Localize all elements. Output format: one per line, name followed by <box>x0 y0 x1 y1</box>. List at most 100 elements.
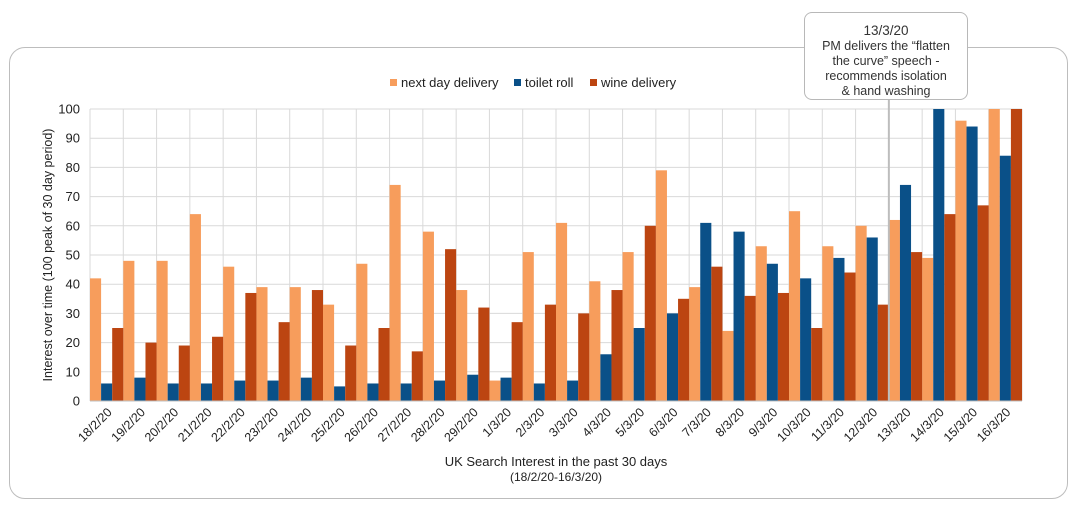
bar-wine-delivery <box>212 336 224 401</box>
x-tick-label: 24/2/20 <box>275 405 314 444</box>
x-tick-label: 14/3/20 <box>908 405 947 444</box>
bar-wine-delivery <box>844 272 856 401</box>
bar-wine-delivery <box>278 322 290 401</box>
legend-label: toilet roll <box>525 75 574 90</box>
bar-next-day-delivery <box>955 120 967 402</box>
bar-toilet-roll <box>666 313 679 401</box>
bar-wine-delivery <box>411 351 423 401</box>
x-tick-label: 5/3/20 <box>613 405 648 440</box>
bar-next-day-delivery <box>522 252 534 401</box>
bar-wine-delivery <box>911 252 923 401</box>
x-tick-label: 8/3/20 <box>713 405 748 440</box>
y-tick-label: 30 <box>66 306 80 321</box>
y-axis-label: Interest over time (100 peak of 30 day p… <box>41 129 55 382</box>
bar-next-day-delivery <box>156 260 168 401</box>
bar-toilet-roll <box>467 374 479 401</box>
bar-wine-delivery <box>445 249 457 401</box>
y-tick-label: 50 <box>66 248 80 263</box>
bar-toilet-roll <box>600 354 612 401</box>
bar-wine-delivery <box>112 328 124 401</box>
bar-wine-delivery <box>145 342 157 401</box>
y-tick-label: 0 <box>73 394 80 409</box>
bar-next-day-delivery <box>722 330 734 401</box>
bar-next-day-delivery <box>289 287 301 401</box>
x-tick-label: 25/2/20 <box>308 405 347 444</box>
x-tick-label: 10/3/20 <box>774 405 813 444</box>
bar-next-day-delivery <box>90 278 102 401</box>
bar-wine-delivery <box>311 290 323 401</box>
legend-swatch-toilet-roll <box>514 79 521 86</box>
bar-next-day-delivery <box>256 287 268 401</box>
bar-next-day-delivery <box>556 222 568 401</box>
bar-next-day-delivery <box>922 257 934 401</box>
y-tick-label: 80 <box>66 160 80 175</box>
bar-next-day-delivery <box>456 290 468 401</box>
bar-next-day-delivery <box>589 281 601 401</box>
x-tick-label: 4/3/20 <box>580 405 615 440</box>
bar-next-day-delivery <box>855 225 867 401</box>
bar-wine-delivery <box>478 307 490 401</box>
bar-wine-delivery <box>944 214 956 401</box>
y-tick-label: 20 <box>66 335 80 350</box>
bar-wine-delivery <box>345 345 357 401</box>
x-tick-label: 2/3/20 <box>513 405 548 440</box>
x-tick-label: 19/2/20 <box>109 405 148 444</box>
bar-toilet-roll <box>167 383 179 401</box>
bar-next-day-delivery <box>755 246 767 401</box>
bar-wine-delivery <box>744 295 756 401</box>
legend-swatch-wine-delivery <box>590 79 597 86</box>
bar-toilet-roll <box>999 155 1011 401</box>
y-tick-label: 90 <box>66 131 80 146</box>
bar-next-day-delivery <box>389 184 401 401</box>
x-tick-label: 20/2/20 <box>142 405 181 444</box>
bar-wine-delivery <box>877 304 889 401</box>
bar-toilet-roll <box>833 257 845 401</box>
x-tick-label: 18/2/20 <box>75 405 114 444</box>
bar-toilet-roll <box>200 383 213 401</box>
bar-wine-delivery <box>378 328 390 401</box>
bar-toilet-roll <box>567 380 579 401</box>
bar-next-day-delivery <box>689 287 701 401</box>
x-tick-label: 27/2/20 <box>375 405 414 444</box>
legend-label: next day delivery <box>401 75 499 90</box>
bar-toilet-roll <box>766 263 778 401</box>
bar-toilet-roll <box>433 380 446 401</box>
bar-wine-delivery <box>711 266 723 401</box>
bar-toilet-roll <box>367 383 379 401</box>
y-tick-label: 60 <box>66 218 80 233</box>
x-tick-label: 26/2/20 <box>342 405 381 444</box>
bar-toilet-roll <box>966 126 978 402</box>
bar-wine-delivery <box>678 298 690 401</box>
bar-toilet-roll <box>500 377 512 401</box>
bar-wine-delivery <box>178 345 190 401</box>
x-tick-label: 28/2/20 <box>408 405 447 444</box>
bar-wine-delivery <box>578 313 590 401</box>
bar-toilet-roll <box>933 109 945 401</box>
bar-toilet-roll <box>267 380 279 401</box>
y-tick-label: 40 <box>66 277 80 292</box>
bar-next-day-delivery <box>323 304 335 401</box>
y-tick-label: 70 <box>66 189 80 204</box>
bar-next-day-delivery <box>988 109 1000 401</box>
x-tick-label: 29/2/20 <box>442 405 481 444</box>
bar-next-day-delivery <box>422 231 434 401</box>
annotation-date: 13/3/20 <box>863 23 909 38</box>
legend-label: wine delivery <box>600 75 677 90</box>
bar-wine-delivery <box>811 328 823 401</box>
bar-toilet-roll <box>134 377 146 401</box>
bar-next-day-delivery <box>822 246 834 401</box>
x-tick-label: 13/3/20 <box>874 405 913 444</box>
y-tick-label: 100 <box>58 102 80 117</box>
x-tick-label: 16/3/20 <box>974 405 1013 444</box>
bar-next-day-delivery <box>888 219 900 401</box>
x-axis-label: UK Search Interest in the past 30 days <box>445 454 668 469</box>
bar-wine-delivery <box>245 292 257 401</box>
bar-next-day-delivery <box>123 260 135 401</box>
bar-next-day-delivery <box>356 263 368 401</box>
bar-toilet-roll <box>800 278 812 401</box>
bar-wine-delivery <box>777 292 789 401</box>
bar-wine-delivery <box>544 304 556 401</box>
x-tick-label: 11/3/20 <box>808 405 847 444</box>
bar-toilet-roll <box>234 380 246 401</box>
